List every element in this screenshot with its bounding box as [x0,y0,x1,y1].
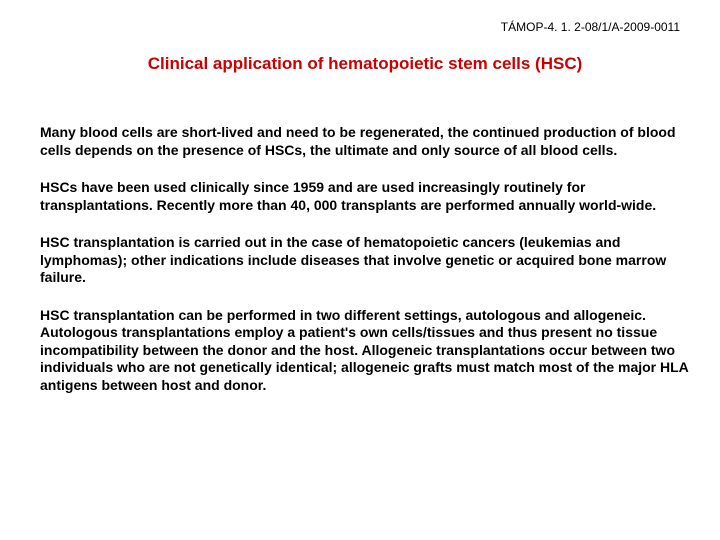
paragraph-1: Many blood cells are short-lived and nee… [40,124,690,159]
slide-title: Clinical application of hematopoietic st… [40,54,690,74]
paragraph-4: HSC transplantation can be performed in … [40,307,690,395]
paragraph-3: HSC transplantation is carried out in th… [40,234,690,287]
project-code: TÁMOP-4. 1. 2-08/1/A-2009-0011 [40,20,690,34]
paragraph-2: HSCs have been used clinically since 195… [40,179,690,214]
